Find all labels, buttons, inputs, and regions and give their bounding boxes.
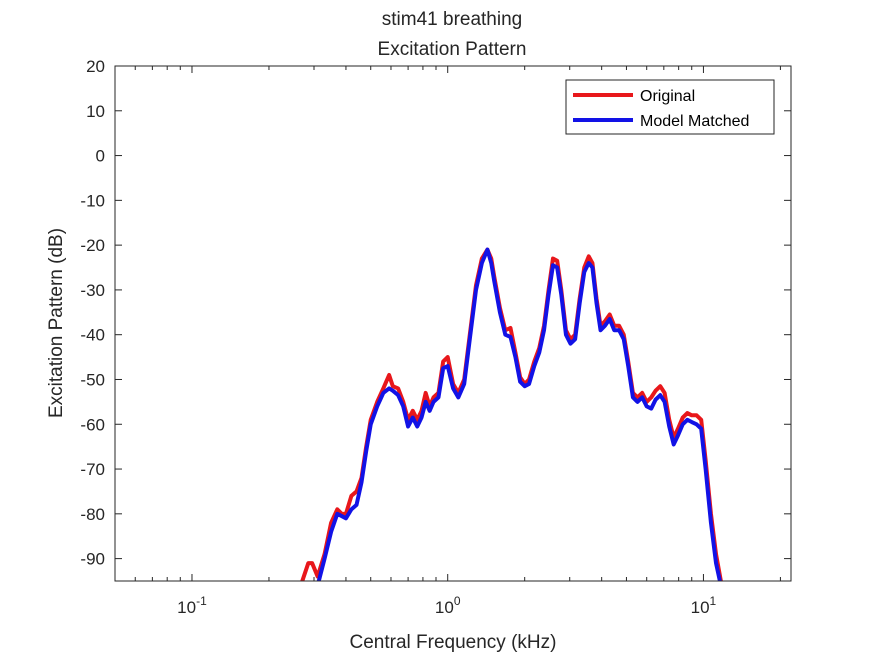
legend-label-model-matched: Model Matched: [640, 113, 749, 130]
x-tick-label-exponent: -1: [196, 594, 207, 608]
legend-label-original: Original: [640, 88, 695, 105]
tick-marks: [114, 65, 791, 581]
series-layer: [300, 247, 724, 581]
x-tick-label-base: 10: [691, 598, 710, 617]
y-tick-label: -80: [80, 505, 105, 524]
y-tick-label: -60: [80, 415, 105, 434]
chart-subtitle: Excitation Pattern: [378, 39, 527, 60]
series-line-model-matched: [316, 247, 722, 581]
y-tick-label: -40: [80, 326, 105, 345]
y-tick-label: 0: [96, 147, 105, 166]
y-tick-label: -20: [80, 236, 105, 255]
plot-background: [115, 66, 791, 581]
legend-box: [565, 79, 775, 135]
y-tick-label: -70: [80, 460, 105, 479]
y-tick-label: -30: [80, 281, 105, 300]
y-tick-label: 20: [86, 57, 105, 76]
x-axis-label: Central Frequency (kHz): [350, 632, 557, 653]
y-tick-label: -90: [80, 550, 105, 569]
x-tick-label: 101: [691, 594, 717, 617]
y-tick-label: -10: [80, 191, 105, 210]
x-tick-label: 100: [435, 594, 461, 617]
x-tick-label-exponent: 1: [710, 594, 717, 608]
y-axis-label: Excitation Pattern (dB): [46, 228, 67, 418]
x-tick-label-exponent: 0: [454, 594, 461, 608]
y-tick-label: -50: [80, 370, 105, 389]
axes-box: [114, 65, 792, 582]
x-tick-label: 10-1: [177, 594, 207, 617]
chart-title: stim41 breathing: [382, 9, 522, 30]
x-tick-label-base: 10: [435, 598, 454, 617]
plot-area: [115, 66, 791, 581]
y-tick-label: 10: [86, 102, 105, 121]
x-tick-label-base: 10: [177, 598, 196, 617]
legend: Original Model Matched: [565, 79, 775, 135]
